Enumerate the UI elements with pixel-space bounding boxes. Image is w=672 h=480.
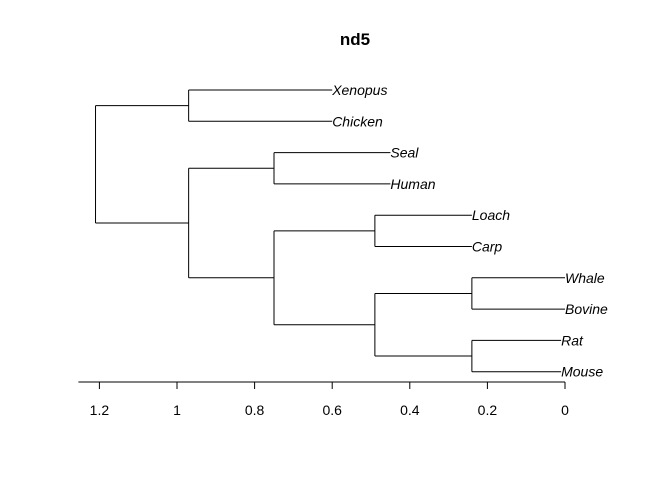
axis-tick-label: 0.2 [478, 402, 498, 418]
axis-tick-label: 0.8 [245, 402, 265, 418]
leaf-label: Carp [472, 239, 503, 255]
leaf-label: Chicken [332, 113, 383, 129]
axis-tick-label: 1.2 [90, 402, 110, 418]
leaf-label: Loach [472, 207, 510, 223]
leaf-label: Rat [561, 332, 584, 348]
axis-tick-label: 0.4 [400, 402, 420, 418]
leaf-label: Seal [390, 145, 419, 161]
axis-tick-label: 0 [561, 402, 569, 418]
axis-tick-label: 1 [173, 402, 181, 418]
leaf-label: Whale [565, 270, 605, 286]
leaf-label: Bovine [565, 301, 608, 317]
leaf-label: Xenopus [331, 82, 387, 98]
leaf-label: Mouse [561, 364, 603, 380]
dendrogram-branches [95, 89, 565, 373]
height-axis: 1.2 1 0.8 0.6 0.4 0.2 0 [78, 381, 569, 418]
leaf-label: Human [390, 176, 435, 192]
plot-title: nd5 [339, 30, 371, 49]
axis-tick-label: 0.6 [322, 402, 342, 418]
leaf-labels: Xenopus Chicken Seal Human Loach Carp Whale Bov… [331, 82, 608, 380]
